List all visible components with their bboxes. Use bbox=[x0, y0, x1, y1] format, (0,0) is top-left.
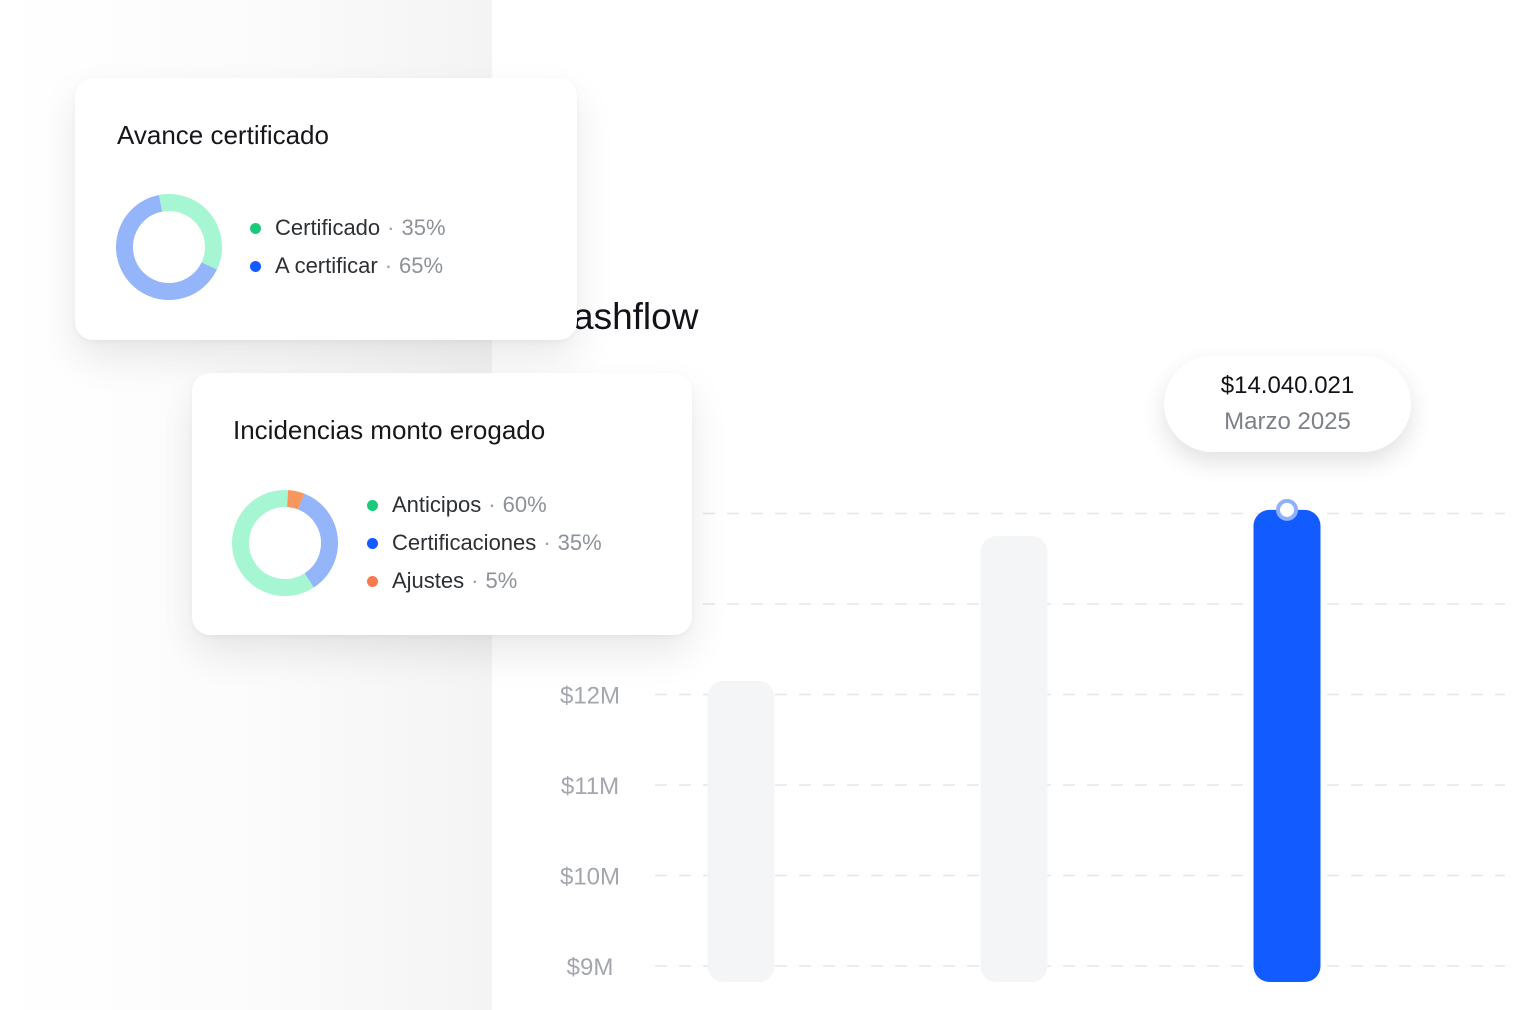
legend-item-certificaciones: Certificaciones · 35% bbox=[367, 524, 602, 562]
legend-separator: · bbox=[488, 492, 496, 517]
legend-label: Certificado bbox=[275, 215, 381, 240]
gridlines bbox=[655, 512, 1505, 967]
legend-label: Anticipos bbox=[392, 492, 482, 517]
bars bbox=[707, 498, 1321, 982]
legend-separator: · bbox=[543, 530, 551, 555]
avance-donut bbox=[116, 194, 222, 300]
legend-separator: · bbox=[384, 253, 393, 278]
y-tick-label: $12M bbox=[560, 683, 620, 710]
tooltip-value: $14.040.021 bbox=[1220, 372, 1355, 399]
incidencias-donut bbox=[232, 490, 338, 596]
legend-percent: 5% bbox=[485, 568, 518, 593]
bar[interactable] bbox=[980, 536, 1048, 982]
cashflow-title: ashflow bbox=[573, 296, 699, 337]
legend-dot bbox=[250, 260, 261, 272]
bar-highlighted[interactable] bbox=[1253, 509, 1321, 982]
legend-label: A certificar bbox=[275, 253, 378, 278]
legend-dot bbox=[367, 575, 378, 587]
y-tick-label: $10M bbox=[560, 864, 620, 891]
legend-label: Ajustes bbox=[392, 568, 465, 593]
avance-certificado-card: Avance certificado Certificado · 35% A c… bbox=[75, 78, 577, 340]
legend-item-certificado: Certificado · 35% bbox=[250, 209, 446, 247]
legend-dot bbox=[367, 537, 378, 549]
legend-separator: · bbox=[471, 568, 479, 593]
bar-tooltip: $14.040.021 Marzo 2025 bbox=[1164, 356, 1411, 452]
bar[interactable] bbox=[707, 680, 775, 982]
y-tick-label: $9M bbox=[567, 954, 614, 981]
y-tick-label: $11M bbox=[561, 773, 619, 800]
tooltip-label: Marzo 2025 bbox=[1224, 408, 1351, 435]
legend-percent: 35% bbox=[401, 215, 446, 240]
incidencias-legend: Anticipos · 60% Certificaciones · 35% Aj… bbox=[367, 486, 602, 600]
card-title: Incidencias monto erogado bbox=[233, 415, 546, 445]
card-title: Avance certificado bbox=[117, 120, 329, 150]
y-axis-ticks: $9M $10M $11M $12M bbox=[560, 683, 620, 982]
avance-legend: Certificado · 35% A certificar · 65% bbox=[250, 209, 446, 285]
legend-separator: · bbox=[387, 215, 395, 240]
legend-label: Certificaciones bbox=[392, 530, 537, 555]
legend-item-ajustes: Ajustes · 5% bbox=[367, 562, 602, 600]
legend-percent: 60% bbox=[502, 492, 547, 517]
legend-percent: 35% bbox=[557, 530, 602, 555]
legend-dot bbox=[367, 499, 378, 511]
incidencias-card: Incidencias monto erogado Anticipos · 60… bbox=[192, 373, 692, 635]
legend-item-a-certificar: A certificar · 65% bbox=[250, 247, 446, 285]
donut-slice bbox=[116, 194, 222, 300]
legend-item-anticipos: Anticipos · 60% bbox=[367, 486, 602, 524]
donut-slice bbox=[232, 490, 338, 596]
bar-marker bbox=[1276, 498, 1298, 521]
legend-percent: 65% bbox=[399, 253, 444, 278]
legend-dot bbox=[250, 222, 261, 234]
